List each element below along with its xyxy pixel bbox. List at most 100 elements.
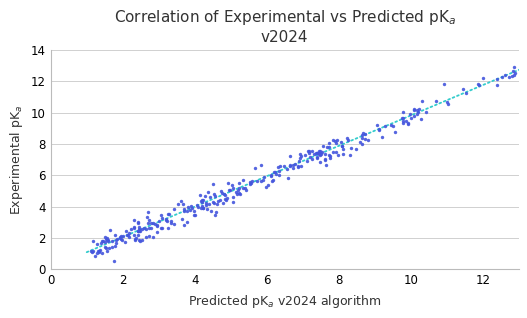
Point — [236, 191, 244, 197]
Point — [186, 207, 194, 212]
Point — [313, 150, 321, 155]
Point — [375, 127, 383, 132]
Point — [123, 233, 132, 238]
Point — [321, 162, 330, 167]
Point — [475, 83, 483, 88]
Point — [251, 165, 259, 170]
Point — [321, 156, 329, 161]
Point — [209, 200, 218, 205]
Point — [124, 230, 133, 235]
Point — [510, 73, 518, 78]
Point — [326, 153, 335, 158]
Point — [96, 240, 105, 245]
Point — [119, 233, 127, 238]
Point — [180, 222, 188, 227]
Point — [284, 176, 292, 181]
Point — [93, 241, 101, 246]
Point — [184, 205, 192, 210]
Point — [286, 162, 294, 168]
Point — [444, 101, 453, 106]
Point — [305, 151, 313, 156]
Point — [135, 229, 143, 234]
Point — [219, 200, 228, 205]
Point — [210, 201, 219, 206]
Point — [356, 139, 364, 144]
Point — [377, 134, 386, 139]
Point — [183, 208, 192, 213]
Point — [95, 249, 103, 254]
Point — [241, 185, 249, 190]
Point — [415, 107, 423, 112]
Point — [220, 191, 229, 196]
Point — [228, 183, 237, 188]
Point — [167, 218, 175, 224]
Point — [332, 150, 340, 155]
Point — [239, 178, 248, 183]
Point — [220, 192, 229, 197]
Point — [504, 74, 513, 79]
Point — [358, 142, 366, 147]
Point — [157, 212, 165, 217]
Point — [268, 177, 277, 182]
Point — [235, 191, 243, 196]
Point — [141, 226, 150, 231]
Point — [413, 107, 422, 113]
Point — [315, 148, 323, 153]
Point — [334, 153, 343, 158]
Point — [122, 228, 130, 233]
Point — [226, 188, 235, 193]
Point — [241, 187, 250, 192]
Point — [131, 238, 139, 243]
Point — [275, 173, 284, 178]
Point — [282, 166, 291, 171]
Point — [211, 212, 219, 218]
Point — [337, 139, 346, 144]
Point — [330, 139, 339, 144]
Point — [257, 178, 266, 183]
Point — [235, 186, 243, 191]
Point — [216, 197, 225, 202]
Point — [358, 135, 367, 141]
Point — [315, 151, 323, 156]
Point — [211, 194, 219, 199]
Point — [209, 182, 218, 187]
Point — [198, 197, 206, 202]
Point — [261, 184, 270, 189]
Point — [218, 191, 227, 196]
Point — [178, 201, 187, 206]
Point — [404, 121, 413, 127]
Point — [145, 233, 154, 238]
Point — [389, 124, 397, 129]
Point — [147, 225, 155, 230]
Point — [87, 249, 95, 254]
Point — [267, 172, 275, 177]
Point — [288, 166, 297, 171]
Point — [108, 239, 116, 244]
Point — [123, 233, 132, 238]
Point — [313, 155, 321, 160]
Point — [417, 116, 426, 121]
Point — [121, 240, 129, 245]
Point — [210, 192, 219, 197]
Point — [418, 98, 426, 103]
Point — [95, 247, 104, 252]
Point — [338, 143, 347, 148]
Point — [133, 228, 142, 233]
Point — [104, 239, 112, 244]
Point — [111, 243, 119, 248]
Point — [191, 213, 199, 218]
Point — [164, 226, 172, 231]
Point — [104, 237, 112, 242]
Point — [234, 187, 242, 192]
Point — [296, 155, 305, 160]
Point — [316, 149, 324, 154]
Point — [207, 209, 216, 214]
X-axis label: Predicted pK$_a$ v2024 algorithm: Predicted pK$_a$ v2024 algorithm — [188, 293, 382, 310]
Point — [217, 188, 226, 193]
Point — [170, 222, 178, 227]
Title: Correlation of Experimental vs Predicted pK$_a$
v2024: Correlation of Experimental vs Predicted… — [114, 8, 456, 45]
Point — [129, 225, 138, 231]
Point — [267, 173, 275, 178]
Point — [134, 220, 142, 225]
Point — [310, 151, 318, 156]
